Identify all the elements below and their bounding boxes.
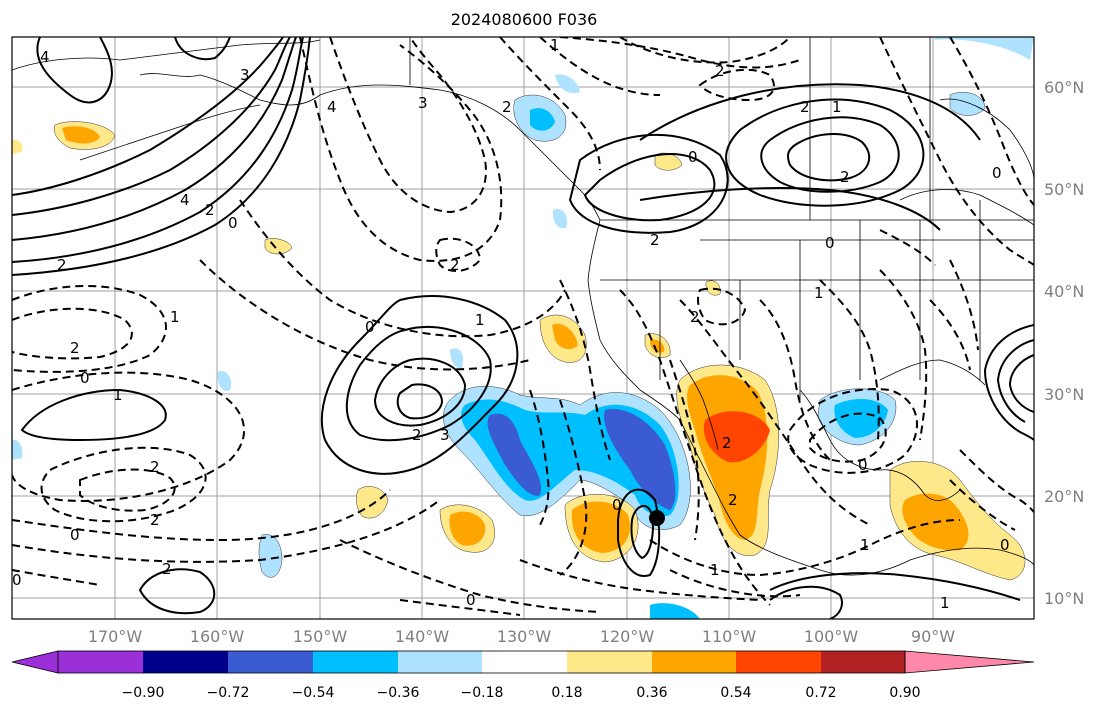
contour-label: 1 [475, 311, 485, 329]
colorbar-segment [567, 651, 652, 673]
contour-label: 1 [550, 36, 560, 54]
lat-label: 40°N [1044, 282, 1084, 301]
coastlines [12, 37, 1034, 576]
colorbar-segment [228, 651, 313, 673]
contour-label: 0 [12, 571, 22, 589]
colorbar: −0.90 −0.72 −0.54 −0.36 −0.18 0.18 0.36 … [11, 650, 1035, 701]
contour-label: 2 [412, 426, 422, 444]
colorbar-tick: −0.90 [122, 685, 165, 701]
contour-label: 2 [205, 201, 215, 219]
colorbar-segment [398, 651, 482, 673]
contour-label: 0 [858, 456, 868, 474]
contour-label: 4 [40, 48, 50, 66]
colorbar-segment [58, 651, 143, 673]
longitude-labels: 170°W 160°W 150°W 140°W 130°W 120°W 110°… [88, 627, 955, 646]
contour-label: 2 [150, 458, 160, 476]
colorbar-tick: −0.54 [292, 685, 335, 701]
lon-label: 100°W [804, 627, 859, 646]
colorbar-tick: 0.36 [636, 685, 667, 701]
anomaly-shading [12, 37, 1034, 619]
contour-label: 1 [832, 98, 842, 116]
contour-label: 2 [150, 511, 160, 529]
contour-label: 2 [715, 62, 725, 80]
contour-label: 0 [80, 369, 90, 387]
colorbar-segment [313, 651, 398, 673]
lon-label: 120°W [600, 627, 655, 646]
contour-label: 2 [728, 491, 738, 509]
contour-label: 1 [170, 308, 180, 326]
lon-label: 150°W [293, 627, 348, 646]
colorbar-tick: 0.54 [720, 685, 751, 701]
contour-label: 1 [860, 536, 870, 554]
lat-label: 10°N [1044, 589, 1084, 608]
lon-label: 90°W [911, 627, 955, 646]
lon-label: 130°W [497, 627, 552, 646]
contours-positive [12, 37, 1034, 619]
map-title: 2024080600 F036 [450, 10, 598, 29]
contour-label: 2 [162, 560, 172, 578]
map-content [12, 37, 1034, 619]
contour-label: 1 [710, 561, 720, 579]
contour-label: 0 [228, 214, 238, 232]
contour-label: 0 [1000, 536, 1010, 554]
colorbar-tick: −0.36 [377, 685, 420, 701]
contour-label: 0 [70, 526, 80, 544]
colorbar-tick: 0.18 [551, 685, 582, 701]
colorbar-extend-min [11, 650, 59, 674]
contour-label: 4 [180, 191, 190, 209]
contour-label: 2 [57, 256, 67, 274]
contour-label: 2 [722, 434, 732, 452]
contour-label: 0 [612, 496, 622, 514]
contour-label: 3 [440, 426, 450, 444]
lat-label: 60°N [1044, 78, 1084, 97]
contour-label: 2 [690, 308, 700, 326]
lat-label: 50°N [1044, 180, 1084, 199]
lat-label: 30°N [1044, 385, 1084, 404]
contour-label: 1 [940, 594, 950, 612]
lon-label: 140°W [395, 627, 450, 646]
colorbar-extend-max [904, 650, 1035, 674]
contour-label: 2 [450, 256, 460, 274]
contour-label: 2 [650, 231, 660, 249]
lat-label: 20°N [1044, 487, 1084, 506]
colorbar-tick: −0.72 [207, 685, 250, 701]
contour-label: 3 [418, 94, 428, 112]
latitude-labels: 60°N 50°N 40°N 30°N 20°N 10°N [1044, 78, 1084, 608]
colorbar-outline [57, 650, 906, 674]
contour-label: 0 [825, 234, 835, 252]
colorbar-ticks: −0.90 −0.72 −0.54 −0.36 −0.18 0.18 0.36 … [122, 685, 921, 701]
lon-label: 170°W [88, 627, 143, 646]
lon-label: 110°W [702, 627, 757, 646]
colorbar-segment [652, 651, 736, 673]
contour-label: 3 [240, 66, 250, 84]
lon-label: 160°W [190, 627, 245, 646]
contour-label: 1 [814, 284, 824, 302]
cyclone-marker [649, 510, 665, 526]
colorbar-tick: 0.90 [889, 685, 920, 701]
colorbar-segment [736, 651, 821, 673]
contour-label: 2 [70, 339, 80, 357]
contour-label: 0 [992, 164, 1002, 182]
contour-labels: 4 3 4 2 0 2 1 2 0 1 2 2 0 0 2 2 4 3 2 2 … [12, 36, 1010, 612]
contour-label: 2 [502, 98, 512, 116]
colorbar-tick: 0.72 [805, 685, 836, 701]
contour-label: 0 [688, 148, 698, 166]
contour-label: 4 [327, 98, 337, 116]
contour-label: 2 [800, 98, 810, 116]
contour-label: 0 [466, 591, 476, 609]
contour-label: 2 [840, 168, 850, 186]
contours-negative [12, 37, 1034, 616]
colorbar-segment [143, 651, 228, 673]
colorbar-segment [821, 651, 905, 673]
contour-label: 1 [113, 386, 123, 404]
colorbar-tick: −0.18 [461, 685, 504, 701]
map-frame [11, 36, 1035, 620]
colorbar-segment [482, 651, 567, 673]
contour-label: 0 [365, 318, 375, 336]
